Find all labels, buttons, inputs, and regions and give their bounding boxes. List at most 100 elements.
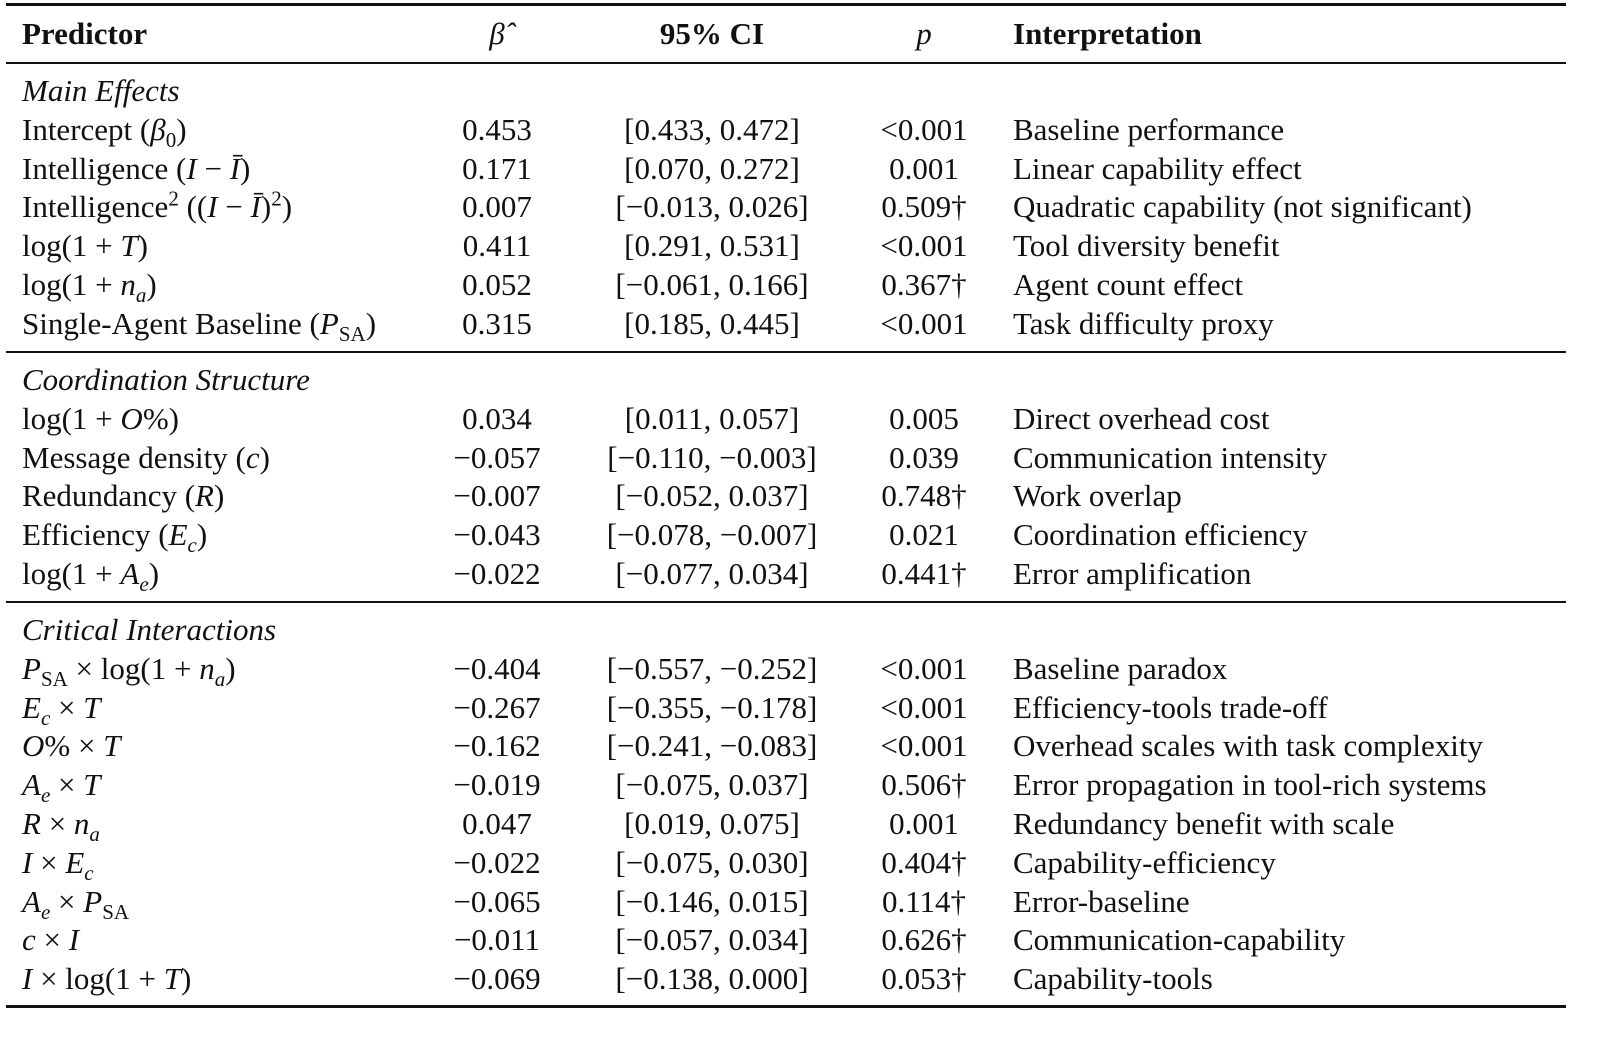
p-cell: <0.001 <box>880 728 968 764</box>
text: ) <box>176 111 187 147</box>
header-rule <box>6 62 1566 64</box>
p-cell: <0.001 <box>880 650 968 686</box>
interpretation-cell: Task difficulty proxy <box>1013 305 1274 341</box>
beta-cell: 0.034 <box>462 400 532 436</box>
interpretation-cell: Coordination efficiency <box>1013 517 1308 553</box>
beta-cell: −0.022 <box>453 844 541 880</box>
predictor-cell: Ae × PSA <box>22 883 129 923</box>
math-i: O <box>22 728 45 764</box>
text: log(1 + <box>22 556 121 591</box>
ci-cell: [−0.355, −0.178] <box>606 689 818 725</box>
column-header: Predictor <box>22 16 148 51</box>
math-i: T <box>103 728 121 764</box>
math-i: n <box>120 267 136 302</box>
math-i: I <box>186 150 197 186</box>
text: % × <box>44 728 104 764</box>
ci-cell: [−0.075, 0.030] <box>615 844 809 880</box>
beta-cell: −0.022 <box>453 556 541 591</box>
math-isub: a <box>214 666 226 691</box>
math-i: I <box>22 844 33 880</box>
predictor-cell: Intercept (β0) <box>22 111 187 151</box>
beta-cell: −0.069 <box>453 961 541 997</box>
p-cell: 0.039 <box>889 439 959 475</box>
ci-cell: [0.185, 0.445] <box>624 305 800 341</box>
math-i: R <box>22 806 41 841</box>
math-i: I <box>68 922 80 958</box>
column-header: p <box>916 16 932 51</box>
text: log(1 + <box>22 400 121 436</box>
text: log(1 + <box>22 228 121 264</box>
top-rule <box>6 3 1566 6</box>
math-i: T <box>163 961 181 997</box>
math-i: n <box>199 650 215 686</box>
text: ) <box>196 517 208 553</box>
ci-cell: [−0.241, −0.083] <box>606 728 818 764</box>
p-cell: 0.053† <box>881 961 967 997</box>
interpretation-cell: Agent count effect <box>1013 267 1244 302</box>
column-header: 95% CI <box>659 16 765 51</box>
column-header: β̂ <box>489 16 505 51</box>
math-i: P <box>83 883 103 919</box>
text: ) <box>225 650 236 686</box>
section-title: Coordination Structure <box>22 362 310 397</box>
text: %) <box>142 400 179 436</box>
ci-cell: [−0.013, 0.026] <box>615 189 809 225</box>
beta-cell: 0.052 <box>462 267 532 302</box>
beta-cell: 0.453 <box>462 111 532 147</box>
beta-cell: 0.007 <box>462 189 532 225</box>
p-cell: 0.001 <box>889 150 959 186</box>
math-i: T <box>83 689 101 725</box>
predictor-cell: PSA × log(1 + na) <box>22 650 236 690</box>
interpretation-cell: Tool diversity benefit <box>1013 228 1280 264</box>
math-i: P <box>319 305 339 341</box>
math-isub: c <box>187 533 197 558</box>
p-cell: <0.001 <box>880 111 968 147</box>
math-i: R <box>195 478 214 514</box>
ci-cell: [−0.110, −0.003] <box>607 439 817 475</box>
text: × log(1 + <box>67 650 200 686</box>
beta-cell: 0.171 <box>462 150 532 186</box>
text: ) <box>148 556 160 591</box>
predictor-cell: Redundancy (R) <box>22 478 224 514</box>
predictor-cell: Ae × T <box>22 767 101 806</box>
beta-cell: −0.057 <box>453 439 541 475</box>
p-cell: <0.001 <box>880 689 968 725</box>
beta-cell: 0.315 <box>462 305 532 341</box>
math-i: I <box>22 961 33 997</box>
text: (( <box>178 189 208 225</box>
math-i: T <box>83 767 101 803</box>
predictor-cell: R × na <box>22 806 100 845</box>
text: ) <box>365 305 377 341</box>
math-i: P <box>22 650 41 686</box>
text: × <box>35 922 69 958</box>
p-cell: 0.506† <box>881 767 967 803</box>
beta-cell: −0.019 <box>453 767 541 803</box>
predictor-cell: log(1 + Ae) <box>22 556 160 595</box>
section-rule <box>6 351 1566 353</box>
interpretation-cell: Error propagation in tool-rich systems <box>1013 767 1487 803</box>
math-i: Ī <box>229 150 241 186</box>
predictor-cell: Efficiency (Ec) <box>22 517 208 556</box>
p-cell: 0.005 <box>889 400 959 436</box>
math-sub: SA <box>338 321 366 346</box>
math-isub: e <box>40 783 51 808</box>
text: Efficiency ( <box>22 517 169 553</box>
beta-cell: −0.007 <box>453 478 541 514</box>
math-i: A <box>120 556 140 591</box>
predictor-cell: Intelligence (I − Ī) <box>22 151 250 187</box>
p-cell: 0.748† <box>881 478 967 514</box>
column-header: Interpretation <box>1013 16 1202 51</box>
text: ) <box>281 189 293 225</box>
math-i: E <box>22 689 41 725</box>
predictor-cell: Intelligence2 ((I − Ī)2) <box>22 189 292 225</box>
text: − <box>217 189 251 225</box>
text: × <box>40 806 74 841</box>
beta-cell: −0.011 <box>453 922 541 958</box>
text: Redundancy ( <box>22 478 196 514</box>
math-sub: SA <box>102 899 130 924</box>
math-i: T <box>120 228 138 264</box>
math-isub: a <box>89 822 100 847</box>
predictor-cell: log(1 + O%) <box>22 401 179 437</box>
math-i: A <box>22 883 41 919</box>
